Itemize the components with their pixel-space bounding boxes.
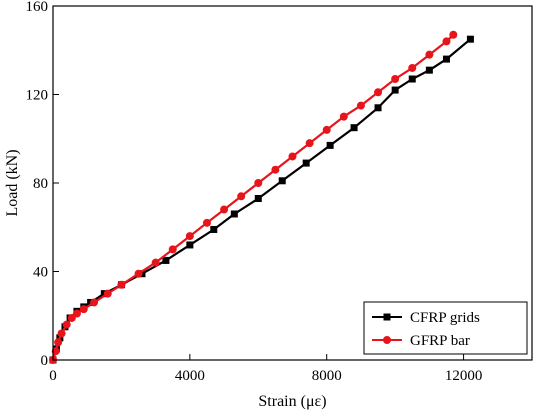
series-layer [49,30,474,364]
data-point [90,298,99,307]
legend-marker-gfrp [383,336,391,344]
data-point [117,280,126,289]
legend-marker-cfrp [383,313,391,321]
data-point [449,30,458,39]
data-point [356,101,365,110]
data-point [339,112,348,121]
data-point [326,141,334,149]
data-point [185,232,194,241]
legend: CFRP grids GFRP bar [363,301,528,355]
data-point [425,50,434,59]
data-point [220,205,229,214]
data-point [322,125,331,134]
y-tick-label: 80 [33,176,48,192]
x-axis-title: Strain (με) [258,393,326,410]
data-point [186,241,194,249]
data-point [305,139,314,148]
data-point [103,289,112,298]
y-tick-label: 160 [26,0,49,15]
data-point [391,75,400,84]
data-point [254,194,262,202]
data-point [350,124,358,132]
y-tick-label: 40 [33,265,48,281]
data-point [162,256,170,264]
data-point [374,104,382,112]
data-point [288,152,297,161]
data-point [202,218,211,227]
legend-label-cfrp: CFRP grids [410,310,480,326]
data-point [425,66,433,74]
x-tick-label: 12000 [445,368,483,384]
data-point [374,88,383,97]
data-point [79,305,88,314]
data-point [391,86,399,94]
data-point [408,75,416,83]
data-point [466,35,474,43]
data-point [237,192,246,201]
x-tick-label: 0 [49,368,57,384]
data-point [57,329,66,338]
data-point [54,338,63,347]
y-tick-label: 120 [26,88,49,104]
data-point [254,179,263,187]
data-point [442,55,450,63]
x-tick-label: 8000 [312,368,342,384]
y-tick-label: 0 [41,353,49,369]
data-point [278,177,286,185]
legend-box [363,301,528,355]
series-1 [49,30,458,364]
legend-label-gfrp: GFRP bar [410,333,470,349]
data-point [151,258,160,267]
data-point [62,320,71,329]
data-point [271,165,280,174]
data-point [302,159,310,167]
data-point [408,63,417,72]
data-point [134,269,143,278]
ticks-layer: 0 4000 8000 12000 0 40 80 120 160 [26,0,483,384]
data-point [230,210,238,218]
data-point [442,37,451,46]
data-point [210,225,218,233]
data-point [168,245,177,254]
x-tick-label: 4000 [175,368,205,384]
data-point [72,309,81,318]
y-axis-title: Load (kN) [4,149,21,216]
data-point [51,347,60,356]
